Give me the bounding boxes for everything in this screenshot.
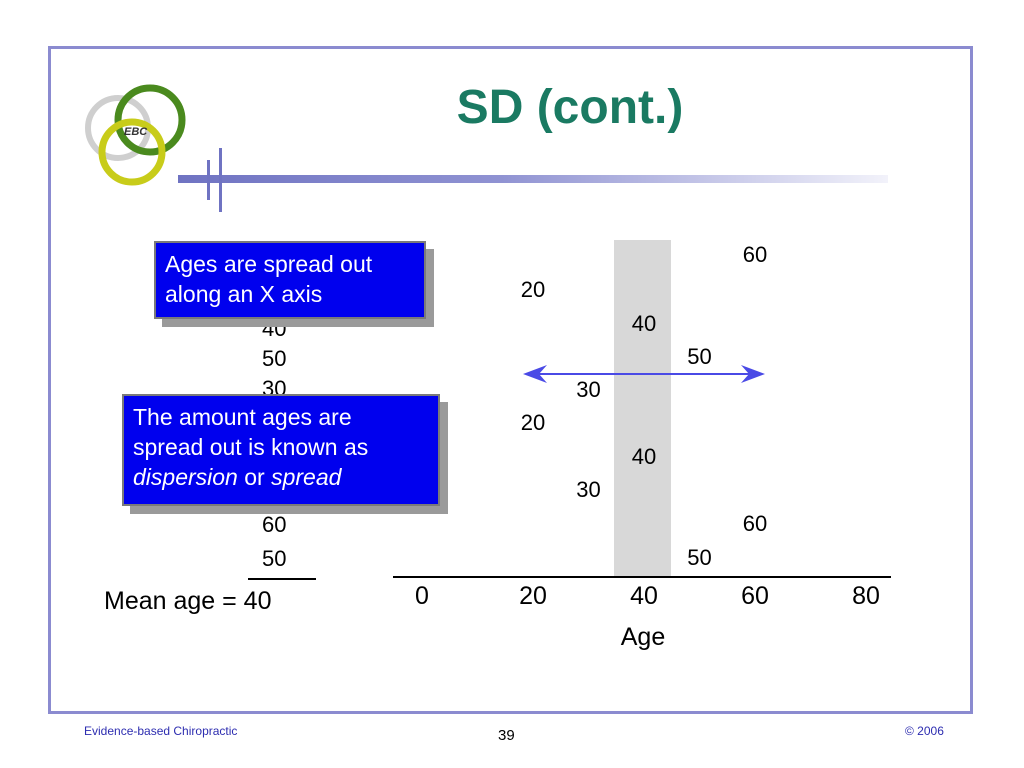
data-point-age: 30 <box>576 477 601 502</box>
data-point-age: 50 <box>687 344 712 369</box>
x-tick-label: 0 <box>415 582 429 610</box>
callout-dispersion: The amount ages are spread out is known … <box>122 394 440 506</box>
mean-age-label: Mean age = 40 <box>104 587 272 615</box>
callout-spread-text: Ages are spread out along an X axis <box>165 251 373 307</box>
age-list-item: 50 <box>262 546 287 571</box>
footer-source: Evidence-based Chiropractic <box>84 724 238 738</box>
rule-tick <box>207 160 210 200</box>
term-or: or <box>244 464 265 490</box>
term-spread: spread <box>271 464 342 490</box>
data-point-age: 30 <box>576 377 601 402</box>
spread-arrow-head-right <box>741 365 765 383</box>
x-tick-label: 20 <box>519 582 547 610</box>
data-point-age: 40 <box>631 444 657 469</box>
callout-dispersion-line2: spread out is known as <box>133 434 369 460</box>
data-point-age: 60 <box>742 511 768 536</box>
x-axis-line <box>393 576 891 578</box>
x-axis-title: Age <box>620 623 666 651</box>
data-point-age: 60 <box>742 242 768 267</box>
slide-title: SD (cont.) <box>456 81 684 134</box>
age-list-item: 50 <box>262 346 287 371</box>
age-list-item: 60 <box>262 512 287 537</box>
term-dispersion: dispersion <box>133 464 238 490</box>
sum-line <box>248 578 316 580</box>
callout-dispersion-line3: dispersion or spread <box>133 462 438 492</box>
rule-tick <box>219 148 222 212</box>
x-tick-label: 60 <box>741 582 769 610</box>
callout-spread: Ages are spread out along an X axis <box>154 241 426 319</box>
data-point-age: 40 <box>631 311 657 336</box>
x-tick-label: 40 <box>630 582 658 610</box>
data-point-age: 20 <box>520 410 546 435</box>
spread-arrow-head-left <box>523 365 547 383</box>
logo-text: EBC <box>124 126 148 138</box>
callout-dispersion-line1: The amount ages are <box>133 404 352 430</box>
data-point-age: 50 <box>687 545 712 570</box>
slide-frame <box>48 46 973 714</box>
title-rule <box>178 175 888 183</box>
page-number: 39 <box>498 727 515 744</box>
age-list-item: 40 <box>262 316 287 341</box>
mean-band <box>614 240 671 577</box>
data-point-age: 20 <box>520 277 546 302</box>
ebc-logo: EBC <box>85 84 186 186</box>
x-tick-label: 80 <box>852 582 880 610</box>
footer-copyright: © 2006 <box>905 724 944 738</box>
